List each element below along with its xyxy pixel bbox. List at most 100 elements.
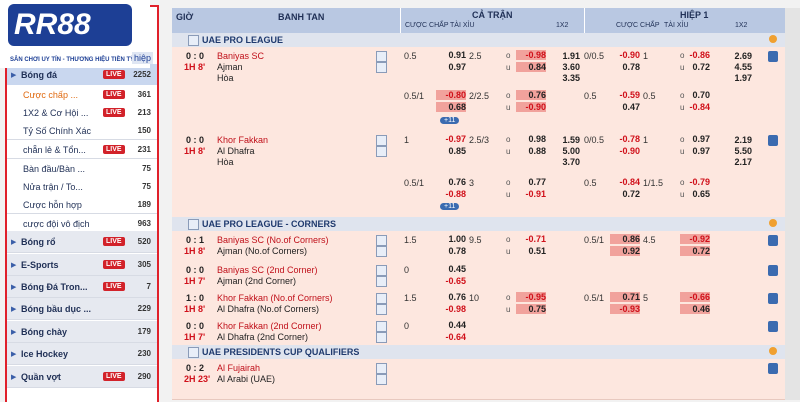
team[interactable]: Al Fujairah (217, 363, 261, 373)
odds-1x2[interactable]: 3.70 (562, 157, 580, 167)
team[interactable]: Hòa (217, 73, 234, 83)
odds[interactable]: -0.80 (436, 90, 466, 100)
team[interactable]: Khor Fakkan (217, 135, 269, 145)
odds[interactable]: 0.72 (692, 62, 710, 72)
menu-item[interactable]: ▶ Bóng bầu dục ... 229 (7, 298, 157, 320)
odds[interactable]: 0.44 (448, 320, 466, 330)
odds-1x2[interactable]: 2.19 (734, 135, 752, 145)
team[interactable]: Ajman (No.of Corners) (217, 246, 308, 256)
handicap-line: 1 (404, 135, 410, 145)
odds[interactable]: -0.59 (619, 90, 640, 100)
team[interactable]: Baniyas SC (No.of Corners) (217, 235, 329, 245)
odds-1x2[interactable]: 4.55 (734, 62, 752, 72)
odds[interactable]: -0.84 (619, 177, 640, 187)
odds[interactable]: 0.77 (528, 177, 546, 187)
team[interactable]: Al Dhafra (No.of Corners) (217, 304, 320, 314)
odds[interactable]: -0.98 (516, 50, 546, 60)
odds[interactable]: 0.97 (692, 146, 710, 156)
team[interactable]: Ajman (2nd Corner) (217, 276, 297, 286)
odds[interactable]: 0.78 (448, 246, 466, 256)
more-bets[interactable]: +11 (440, 203, 460, 210)
odds[interactable]: -0.90 (516, 102, 546, 112)
odds[interactable]: 0.97 (692, 134, 710, 144)
odds-1x2[interactable]: 5.00 (562, 146, 580, 156)
odds[interactable]: 0.88 (528, 146, 546, 156)
menu-item[interactable]: ▶ Bóng Đá Tron... LIVE 7 (7, 276, 157, 298)
odds[interactable]: 0.51 (528, 246, 546, 256)
odds[interactable]: -0.84 (689, 102, 710, 112)
odds[interactable]: -0.66 (680, 292, 710, 302)
menu-item[interactable]: chẵn lẻ & Tổn... LIVE 231 (7, 140, 157, 159)
odds-1x2[interactable]: 1.97 (734, 73, 752, 83)
odds[interactable]: 0.97 (448, 62, 466, 72)
menu-item[interactable]: Tỷ Số Chính Xác 150 (7, 121, 157, 140)
odds[interactable]: 0.72 (622, 189, 640, 199)
odds[interactable]: -0.93 (610, 304, 640, 314)
odds[interactable]: -0.98 (445, 304, 466, 314)
menu-item[interactable]: ▶ E-Sports LIVE 305 (7, 254, 157, 276)
team[interactable]: Baniyas SC (217, 51, 265, 61)
odds[interactable]: 0.85 (448, 146, 466, 156)
odds[interactable]: 0.68 (436, 102, 466, 112)
menu-item[interactable]: Cược chấp ... LIVE 361 (7, 85, 157, 104)
odds[interactable]: 0.71 (610, 292, 640, 302)
odds[interactable]: -0.79 (689, 177, 710, 187)
odds[interactable]: 0.76 (516, 90, 546, 100)
odds[interactable]: 0.72 (680, 246, 710, 256)
odds[interactable]: 0.65 (692, 189, 710, 199)
odds-1x2[interactable]: 2.69 (734, 51, 752, 61)
team[interactable]: Khor Fakkan (2nd Corner) (217, 321, 322, 331)
odds-1x2[interactable]: 3.60 (562, 62, 580, 72)
odds[interactable]: 0.75 (516, 304, 546, 314)
odds[interactable]: 0.78 (622, 62, 640, 72)
team[interactable]: Ajman (217, 62, 243, 72)
odds[interactable]: 0.76 (448, 292, 466, 302)
odds[interactable]: 0.92 (610, 246, 640, 256)
menu-item[interactable]: ▶ Quần vợt LIVE 290 (7, 366, 157, 388)
odds[interactable]: -0.71 (525, 234, 546, 244)
odds[interactable]: -0.88 (445, 189, 466, 199)
odds-1x2[interactable]: 1.59 (562, 135, 580, 145)
odds[interactable]: 0.46 (680, 304, 710, 314)
team[interactable]: Khor Fakkan (No.of Corners) (217, 293, 333, 303)
odds[interactable]: 0.91 (448, 50, 466, 60)
team[interactable]: Baniyas SC (2nd Corner) (217, 265, 318, 275)
odds[interactable]: -0.97 (445, 134, 466, 144)
odds-1x2[interactable]: 5.50 (734, 146, 752, 156)
odds[interactable]: -0.78 (619, 134, 640, 144)
odds-1x2[interactable]: 1.91 (562, 51, 580, 61)
menu-item[interactable]: ▶ Ice Hockey 230 (7, 343, 157, 365)
team[interactable]: Al Arabi (UAE) (217, 374, 276, 384)
odds[interactable]: -0.92 (680, 234, 710, 244)
odds[interactable]: 0.98 (528, 134, 546, 144)
odds-1x2[interactable]: 3.35 (562, 73, 580, 83)
team[interactable]: Al Dhafra (217, 146, 255, 156)
odds[interactable]: -0.65 (445, 276, 466, 286)
odds[interactable]: -0.91 (525, 189, 546, 199)
odds[interactable]: 1.00 (448, 234, 466, 244)
team[interactable]: Al Dhafra (2nd Corner) (217, 332, 309, 342)
team[interactable]: Hòa (217, 157, 234, 167)
menu-item[interactable]: Bàn đầu/Bàn ... 75 (7, 159, 157, 178)
odds[interactable]: 0.45 (448, 264, 466, 274)
menu-item[interactable]: ▶ Bóng chày 179 (7, 321, 157, 343)
menu-item[interactable]: Cược hỗn hợp 189 (7, 195, 157, 214)
odds[interactable]: 0.70 (692, 90, 710, 100)
odds[interactable]: -0.90 (619, 146, 640, 156)
odds[interactable]: 0.86 (610, 234, 640, 244)
tab[interactable]: hiệp (132, 52, 154, 64)
odds[interactable]: -0.86 (689, 50, 710, 60)
menu-count: 75 (142, 163, 151, 173)
menu-item[interactable]: ▶ Bóng rổ LIVE 520 (7, 231, 157, 253)
odds[interactable]: 0.47 (622, 102, 640, 112)
menu-item[interactable]: 1X2 & Cơ Hội ... LIVE 213 (7, 103, 157, 122)
menu-item[interactable]: Nửa trận / To... 75 (7, 177, 157, 196)
odds-1x2[interactable]: 2.17 (734, 157, 752, 167)
stream-icon (376, 304, 387, 315)
odds[interactable]: -0.90 (619, 50, 640, 60)
odds[interactable]: -0.95 (516, 292, 546, 302)
odds[interactable]: -0.64 (445, 332, 466, 342)
odds[interactable]: 0.76 (448, 177, 466, 187)
odds[interactable]: 0.84 (516, 62, 546, 72)
more-bets[interactable]: +11 (440, 117, 460, 124)
